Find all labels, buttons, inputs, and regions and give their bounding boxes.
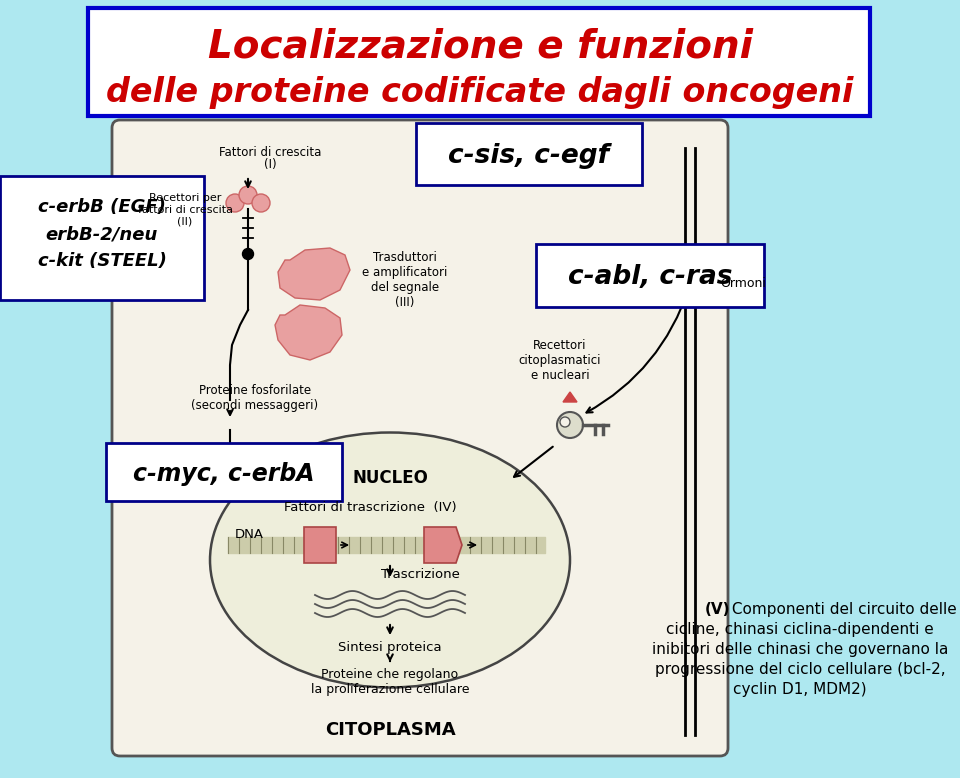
Text: Proteine fosforilate
(secondi messaggeri): Proteine fosforilate (secondi messaggeri… (191, 384, 319, 412)
Polygon shape (563, 392, 577, 402)
Text: Ormoni: Ormoni (720, 276, 766, 289)
Text: Trascrizione: Trascrizione (380, 567, 460, 580)
Text: Trasduttori
e amplificatori
del segnale
(III): Trasduttori e amplificatori del segnale … (362, 251, 447, 309)
Text: cyclin D1, MDM2): cyclin D1, MDM2) (733, 682, 867, 697)
Text: inibitori delle chinasi che governano la: inibitori delle chinasi che governano la (652, 642, 948, 657)
Text: NUCLEO: NUCLEO (352, 469, 428, 487)
Polygon shape (278, 248, 350, 300)
FancyBboxPatch shape (112, 120, 728, 756)
Text: Componenti del circuito delle: Componenti del circuito delle (727, 602, 957, 617)
Polygon shape (700, 276, 713, 290)
Text: c-abl, c-ras: c-abl, c-ras (567, 264, 732, 290)
FancyBboxPatch shape (106, 443, 342, 501)
Text: erbB-2/neu: erbB-2/neu (46, 225, 158, 243)
FancyBboxPatch shape (304, 527, 336, 563)
FancyBboxPatch shape (88, 8, 870, 116)
Circle shape (252, 194, 270, 212)
FancyBboxPatch shape (0, 176, 204, 300)
Text: Localizzazione e funzioni: Localizzazione e funzioni (207, 27, 753, 65)
Text: c-erbB (EGF): c-erbB (EGF) (38, 198, 166, 216)
Polygon shape (275, 305, 342, 360)
Polygon shape (695, 261, 708, 275)
Text: Proteine che regolano
la proliferazione cellulare: Proteine che regolano la proliferazione … (311, 668, 469, 696)
Circle shape (239, 186, 257, 204)
Text: Recettori per
fattori di crescita
(II): Recettori per fattori di crescita (II) (137, 194, 232, 226)
Ellipse shape (210, 433, 570, 688)
Text: Recettori
citoplasmatici
e nucleari: Recettori citoplasmatici e nucleari (518, 338, 601, 381)
Text: delle proteine codificate dagli oncogeni: delle proteine codificate dagli oncogeni (107, 75, 853, 108)
Text: Fattori di trascrizione  (IV): Fattori di trascrizione (IV) (284, 502, 456, 514)
Circle shape (557, 412, 583, 438)
Text: Sintesi proteica: Sintesi proteica (338, 642, 442, 654)
Circle shape (560, 417, 570, 427)
Text: cicline, chinasi ciclina-dipendenti e: cicline, chinasi ciclina-dipendenti e (666, 622, 934, 637)
Text: DNA: DNA (235, 528, 264, 541)
Text: (I): (I) (264, 157, 276, 170)
Text: CITOPLASMA: CITOPLASMA (324, 721, 455, 739)
Text: c-kit (STEEL): c-kit (STEEL) (37, 252, 166, 270)
Text: progressione del ciclo cellulare (bcl-2,: progressione del ciclo cellulare (bcl-2, (655, 662, 946, 677)
Polygon shape (424, 527, 462, 563)
Polygon shape (697, 291, 710, 305)
Text: c-myc, c-erbA: c-myc, c-erbA (133, 462, 315, 486)
Text: Fattori di crescita: Fattori di crescita (219, 145, 322, 159)
FancyBboxPatch shape (416, 123, 642, 185)
Text: c-sis, c-egf: c-sis, c-egf (448, 143, 610, 169)
Circle shape (243, 248, 253, 260)
Circle shape (226, 194, 244, 212)
Text: (V): (V) (705, 602, 731, 617)
FancyBboxPatch shape (536, 244, 764, 307)
